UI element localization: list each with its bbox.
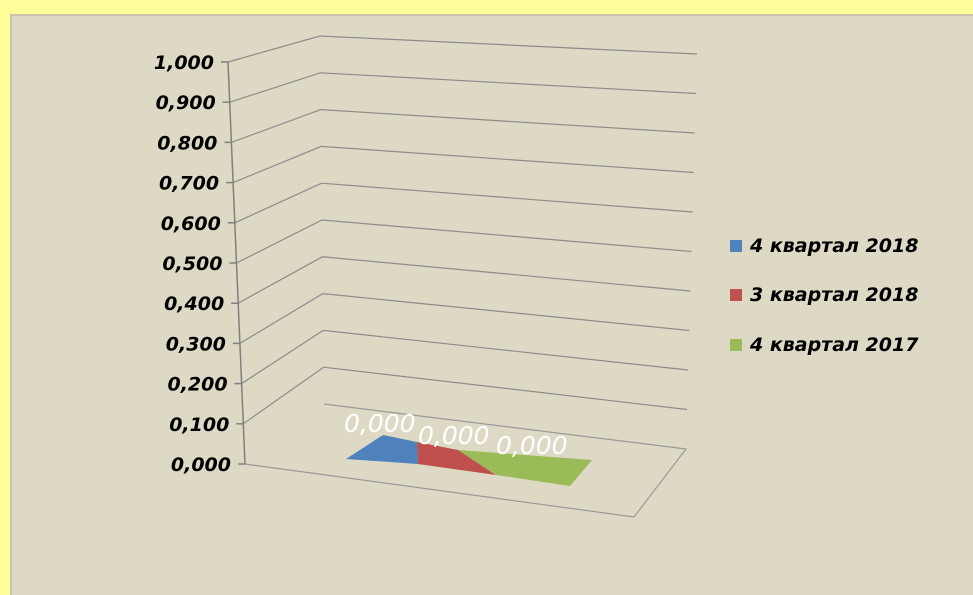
floor-back-edge <box>323 403 688 518</box>
gridline <box>234 182 693 224</box>
legend-entry: 4 квартал 2018 <box>749 235 918 257</box>
floor-front-edge <box>244 463 635 518</box>
legend-swatch <box>730 339 742 351</box>
gridline <box>241 329 689 385</box>
y-tick-label: 0,600 <box>161 213 221 235</box>
data-label: 0,000 <box>418 421 490 450</box>
data-label: 0,000 <box>496 431 568 460</box>
y-tick-label: 0,400 <box>164 293 224 315</box>
bar-1 <box>346 435 418 464</box>
gridline <box>231 108 695 143</box>
legend-swatch <box>730 240 742 252</box>
y-tick-label: 0,700 <box>159 173 219 195</box>
y-tick-label: 0,100 <box>169 414 229 436</box>
y-tick-label: 0,500 <box>162 253 222 275</box>
legend-entry: 3 квартал 2018 <box>750 284 918 306</box>
y-tick-label: 0,300 <box>166 333 226 355</box>
data-label: 0,000 <box>344 409 416 438</box>
legend-entry: 4 квартал 2017 <box>749 334 919 356</box>
gridline <box>229 72 696 103</box>
y-tick-label: 1,000 <box>154 52 214 74</box>
legend-swatch <box>730 289 742 301</box>
gridline <box>242 366 688 425</box>
gridline <box>239 292 690 344</box>
gridline <box>236 219 692 264</box>
bar-2 <box>417 442 496 475</box>
bar-3 <box>458 450 592 486</box>
y-tick-label: 0,800 <box>157 132 217 154</box>
y-tick-label: 0,000 <box>171 454 231 476</box>
y-tick-label: 0,200 <box>167 374 227 396</box>
gridline <box>232 145 694 184</box>
gridline <box>227 35 698 63</box>
gridline <box>237 256 691 304</box>
y-tick-label: 0,900 <box>156 92 216 114</box>
